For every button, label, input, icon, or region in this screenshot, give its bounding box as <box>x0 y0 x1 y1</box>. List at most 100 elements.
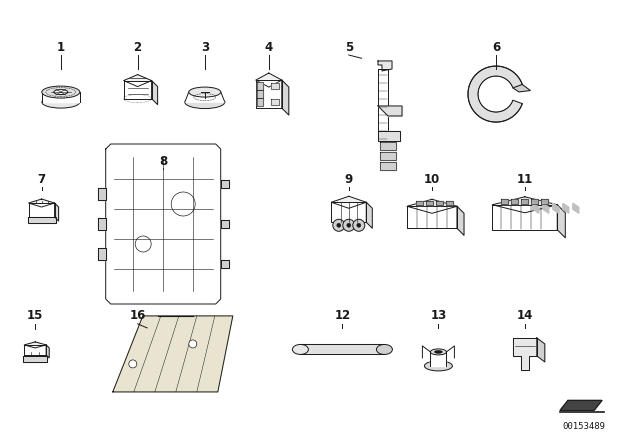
Polygon shape <box>221 220 228 228</box>
Polygon shape <box>553 203 559 213</box>
Text: 12: 12 <box>334 309 351 323</box>
Polygon shape <box>23 356 47 362</box>
Polygon shape <box>24 345 46 355</box>
Polygon shape <box>106 144 221 304</box>
Polygon shape <box>531 199 538 204</box>
Ellipse shape <box>42 86 80 98</box>
Ellipse shape <box>292 345 308 354</box>
Polygon shape <box>124 75 152 86</box>
Polygon shape <box>436 201 443 205</box>
Polygon shape <box>560 401 602 410</box>
Polygon shape <box>257 82 263 90</box>
Polygon shape <box>113 316 233 392</box>
Polygon shape <box>407 206 457 228</box>
Text: 13: 13 <box>430 309 447 323</box>
Text: 5: 5 <box>345 40 353 54</box>
Text: 1: 1 <box>57 40 65 54</box>
Polygon shape <box>543 203 548 213</box>
Polygon shape <box>511 199 518 204</box>
Polygon shape <box>380 152 396 160</box>
Polygon shape <box>221 180 228 188</box>
Polygon shape <box>513 338 537 370</box>
Text: 16: 16 <box>129 309 146 323</box>
Ellipse shape <box>431 349 447 355</box>
Polygon shape <box>28 217 56 223</box>
Polygon shape <box>500 199 508 204</box>
Polygon shape <box>557 205 565 238</box>
Polygon shape <box>457 206 464 235</box>
Polygon shape <box>271 99 279 105</box>
Circle shape <box>343 219 355 231</box>
Ellipse shape <box>54 90 68 95</box>
Circle shape <box>189 340 197 348</box>
Polygon shape <box>492 197 557 213</box>
Polygon shape <box>300 345 385 354</box>
Polygon shape <box>468 66 522 122</box>
Text: 2: 2 <box>134 40 141 54</box>
Polygon shape <box>407 199 457 213</box>
Text: 3: 3 <box>201 40 209 54</box>
Text: 14: 14 <box>516 309 533 323</box>
Polygon shape <box>431 352 447 366</box>
Polygon shape <box>221 260 228 268</box>
Polygon shape <box>492 205 557 230</box>
Text: 10: 10 <box>424 172 440 186</box>
Circle shape <box>347 223 351 227</box>
Polygon shape <box>124 81 152 99</box>
Polygon shape <box>541 199 548 204</box>
Polygon shape <box>532 203 539 213</box>
Polygon shape <box>378 69 388 141</box>
Polygon shape <box>378 131 400 141</box>
Text: 9: 9 <box>345 172 353 186</box>
Text: 00153489: 00153489 <box>563 422 605 431</box>
Polygon shape <box>42 92 80 102</box>
Polygon shape <box>98 248 106 260</box>
Polygon shape <box>563 203 569 213</box>
Polygon shape <box>537 338 545 362</box>
Circle shape <box>129 360 137 368</box>
Polygon shape <box>271 83 279 89</box>
Ellipse shape <box>189 87 221 97</box>
Polygon shape <box>24 342 46 348</box>
Polygon shape <box>282 80 289 115</box>
Polygon shape <box>573 203 579 213</box>
Polygon shape <box>378 106 402 116</box>
Polygon shape <box>366 202 372 228</box>
Circle shape <box>337 223 341 227</box>
Polygon shape <box>446 201 453 205</box>
Circle shape <box>353 219 365 231</box>
Ellipse shape <box>424 361 452 371</box>
Polygon shape <box>521 199 528 204</box>
Polygon shape <box>332 202 366 222</box>
Text: 8: 8 <box>159 155 167 168</box>
Polygon shape <box>98 188 106 200</box>
Ellipse shape <box>42 96 80 108</box>
Polygon shape <box>256 73 282 87</box>
Polygon shape <box>29 203 54 217</box>
Polygon shape <box>54 203 59 221</box>
Polygon shape <box>257 90 263 98</box>
Ellipse shape <box>376 345 392 354</box>
Polygon shape <box>513 85 531 92</box>
Polygon shape <box>98 218 106 230</box>
Circle shape <box>333 219 345 231</box>
Polygon shape <box>378 61 392 71</box>
Polygon shape <box>257 98 263 106</box>
Text: 11: 11 <box>516 172 533 186</box>
Polygon shape <box>416 201 423 205</box>
Polygon shape <box>29 199 54 207</box>
Polygon shape <box>46 345 49 358</box>
Text: 7: 7 <box>38 172 45 186</box>
Text: 4: 4 <box>265 40 273 54</box>
Polygon shape <box>380 162 396 170</box>
Polygon shape <box>152 81 157 104</box>
Polygon shape <box>426 201 433 205</box>
Ellipse shape <box>185 95 225 108</box>
Ellipse shape <box>435 350 442 353</box>
Text: 15: 15 <box>27 309 44 323</box>
Polygon shape <box>332 196 366 208</box>
Polygon shape <box>380 142 396 150</box>
Polygon shape <box>185 92 225 102</box>
Text: 6: 6 <box>492 40 500 54</box>
Polygon shape <box>256 80 282 108</box>
